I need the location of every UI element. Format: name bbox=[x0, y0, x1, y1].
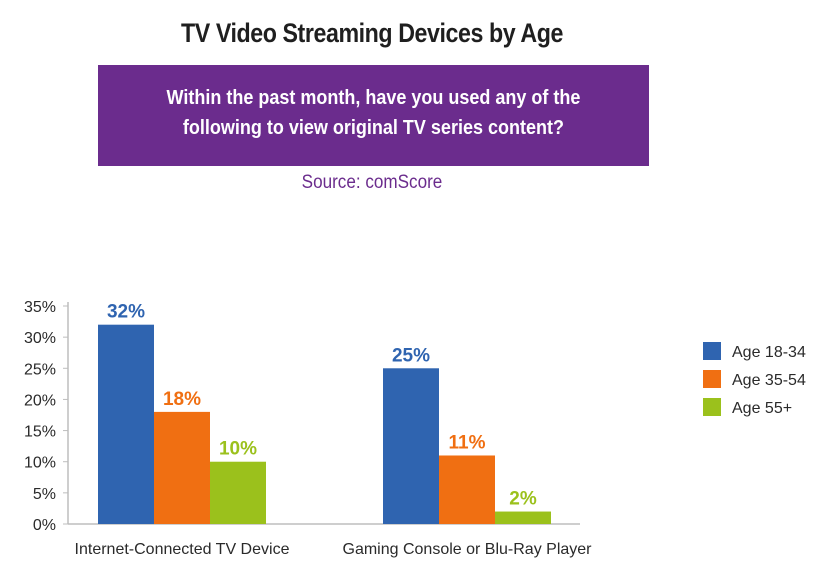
x-tick-label: Gaming Console or Blu-Ray Player bbox=[343, 541, 593, 558]
data-label: 25% bbox=[392, 345, 430, 366]
y-tick-label: 25% bbox=[24, 361, 56, 378]
survey-question: Within the past month, have you used any… bbox=[166, 87, 581, 139]
legend-label: Age 18-34 bbox=[732, 344, 806, 361]
y-tick-label: 5% bbox=[33, 486, 56, 503]
y-tick-label: 10% bbox=[24, 455, 56, 472]
x-tick-label: Internet-Connected TV Device bbox=[75, 541, 290, 558]
chart-title: TV Video Streaming Devices by Age bbox=[180, 18, 563, 48]
legend-swatch bbox=[703, 370, 721, 388]
data-label: 11% bbox=[449, 432, 486, 453]
axes: 0% 5% 10% 15% 20% 25% 30% 35% Internet-Connected… bbox=[24, 299, 592, 558]
y-tick-label: 30% bbox=[24, 330, 56, 347]
legend-swatch bbox=[703, 398, 721, 416]
legend-label: Age 55+ bbox=[732, 400, 792, 417]
bar bbox=[210, 461, 266, 524]
legend-swatch bbox=[703, 342, 721, 360]
data-label: 10% bbox=[219, 439, 257, 460]
y-tick-label: 20% bbox=[24, 392, 56, 409]
data-label: 18% bbox=[163, 389, 201, 410]
bar bbox=[154, 411, 210, 524]
bar bbox=[98, 324, 154, 524]
bar bbox=[383, 368, 439, 524]
y-tick-label: 35% bbox=[24, 299, 56, 316]
data-label: 2% bbox=[509, 489, 537, 510]
y-tick-label: 15% bbox=[24, 424, 56, 441]
y-tick-label: 0% bbox=[33, 517, 56, 534]
legend-label: Age 35-54 bbox=[732, 372, 806, 389]
data-label: 32% bbox=[107, 302, 145, 323]
question-banner: Within the past month, have you used any… bbox=[98, 65, 649, 166]
bar bbox=[439, 455, 495, 524]
bar-chart: 0% 5% 10% 15% 20% 25% 30% 35% Internet-Connected… bbox=[24, 299, 806, 558]
bar bbox=[495, 511, 551, 524]
legend: Age 18-34 Age 35-54 Age 55+ bbox=[703, 342, 806, 417]
source-note: Source: comScore bbox=[301, 172, 443, 193]
bars: 32% 18% 10% 25% 11% 2% bbox=[98, 302, 551, 524]
